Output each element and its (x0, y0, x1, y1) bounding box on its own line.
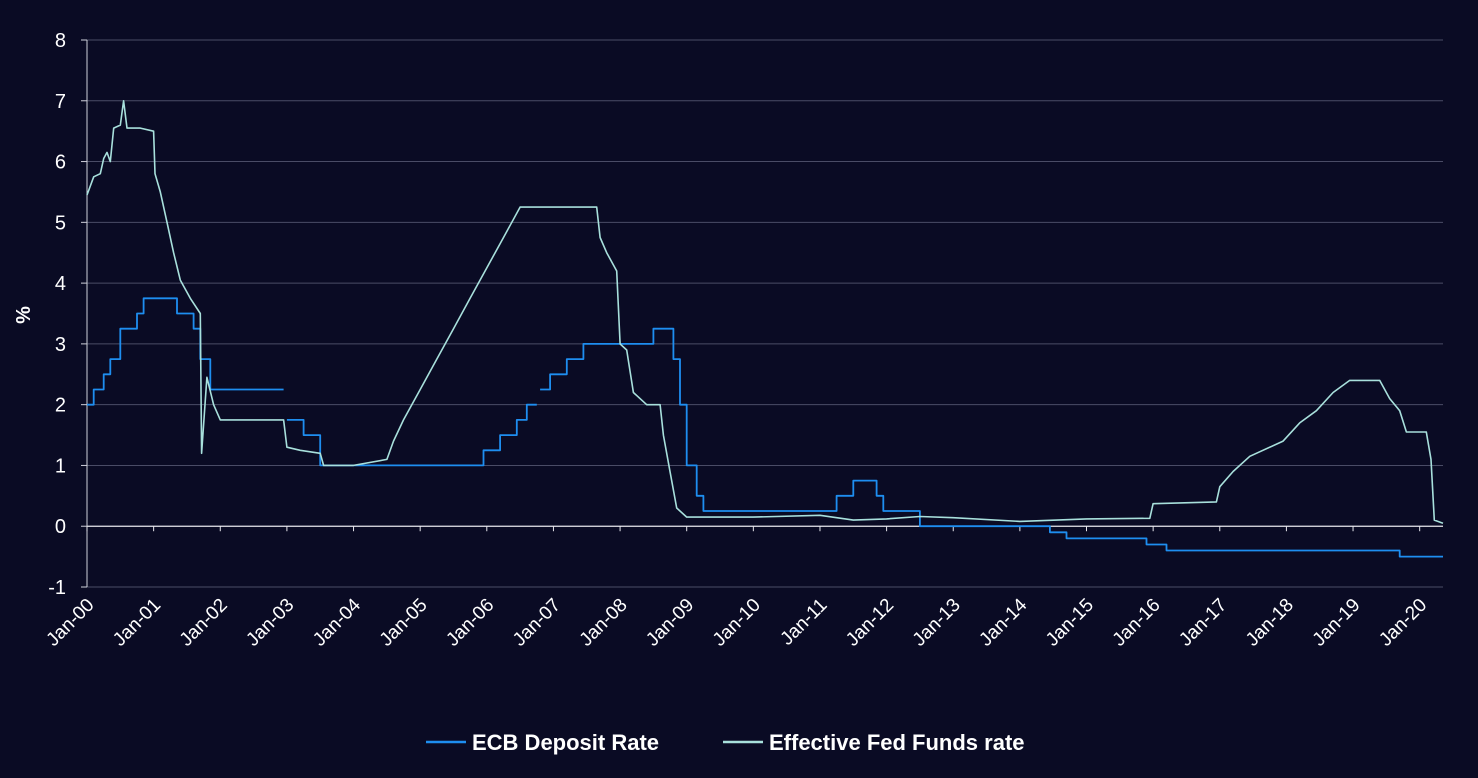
y-tick-label: 0 (55, 516, 66, 538)
x-tick-label: Jan-19 (1309, 595, 1365, 651)
y-axis-title: % (13, 306, 35, 324)
y-tick-label: 6 (55, 152, 66, 174)
x-tick-label: Jan-05 (376, 595, 432, 651)
x-tick-label: Jan-03 (242, 595, 298, 651)
y-tick-label: 1 (55, 455, 66, 477)
x-tick-label: Jan-00 (43, 595, 99, 651)
y-tick-label: 5 (55, 212, 66, 234)
series-lines (86, 100, 1444, 558)
series-line-ecb-deposit-rate (87, 297, 1443, 558)
x-tick-label: Jan-11 (777, 595, 832, 650)
x-tick-label: Jan-12 (842, 595, 898, 651)
x-tick-label: Jan-16 (1109, 595, 1165, 651)
y-tick-label: 3 (55, 334, 66, 356)
legend-label-ecb: ECB Deposit Rate (472, 730, 659, 755)
x-tick-label: Jan-14 (975, 594, 1031, 650)
x-tick-label: Jan-13 (909, 595, 965, 651)
y-tick-label: 7 (55, 91, 66, 113)
x-tick-label: Jan-07 (509, 595, 565, 651)
legend-label-fed: Effective Fed Funds rate (769, 730, 1025, 755)
x-tick-label: Jan-08 (576, 595, 632, 651)
y-tick-label: -1 (48, 577, 66, 599)
x-tick-label: Jan-17 (1175, 595, 1231, 651)
y-tick-label: 4 (55, 273, 66, 295)
y-tick-label: 8 (55, 30, 66, 52)
x-tick-label: Jan-15 (1042, 595, 1098, 651)
x-tick-label: Jan-18 (1242, 595, 1298, 651)
y-tick-label: 2 (55, 395, 66, 417)
x-tick-label: Jan-04 (309, 594, 365, 650)
x-tick-label: Jan-02 (176, 595, 232, 651)
x-tick-label: Jan-10 (709, 595, 765, 651)
x-tick-label: Jan-01 (109, 595, 165, 651)
x-tick-label: Jan-20 (1375, 595, 1431, 651)
series-line-effective-fed-funds-rate (86, 100, 1444, 524)
gridlines (87, 39, 1443, 588)
x-tick-label: Jan-09 (642, 595, 698, 651)
x-tick-label: Jan-06 (442, 595, 498, 651)
legend: ECB Deposit Rate Effective Fed Funds rat… (426, 730, 1025, 755)
